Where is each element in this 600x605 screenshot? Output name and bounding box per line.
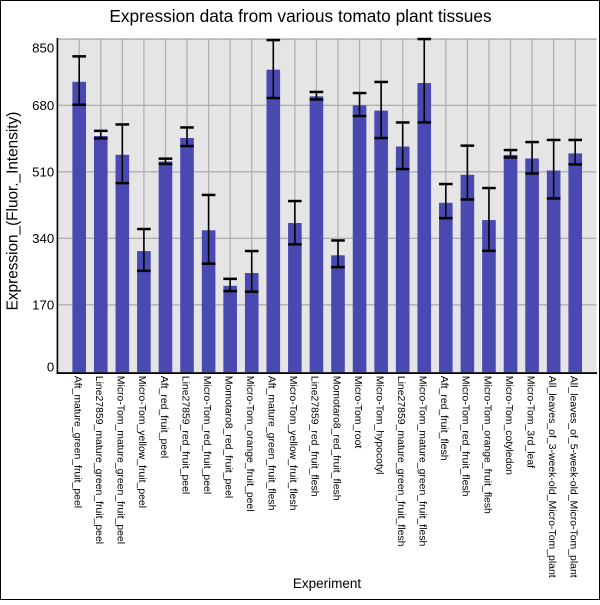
svg-text:Micro-Tom_yellow_fruit_flesh: Micro-Tom_yellow_fruit_flesh [287, 376, 298, 511]
svg-text:Line27859_mature_green_fruit_p: Line27859_mature_green_fruit_peel [93, 376, 104, 544]
svg-text:Line27859_mature_green_fruit_f: Line27859_mature_green_fruit_flesh [395, 376, 406, 547]
svg-text:Line27859_red_fruit_flesh: Line27859_red_fruit_flesh [309, 376, 320, 497]
svg-text:340: 340 [32, 231, 54, 246]
svg-text:Micro-Tom_red_fruit_peel: Micro-Tom_red_fruit_peel [201, 376, 212, 494]
svg-text:Line27859_red_fruit_peel: Line27859_red_fruit_peel [179, 376, 190, 494]
svg-text:Aft_mature_green_fruit_flesh: Aft_mature_green_fruit_flesh [266, 376, 277, 511]
svg-text:510: 510 [32, 165, 54, 180]
svg-text:Expression data from various t: Expression data from various tomato plan… [109, 6, 492, 26]
svg-text:Momotaro8_red_fruit_peel: Momotaro8_red_fruit_peel [222, 376, 233, 498]
svg-text:Micro-Tom_mature_green_fruit_p: Micro-Tom_mature_green_fruit_peel [115, 376, 126, 544]
svg-text:Micro-Tom_orange_fruit_peel: Micro-Tom_orange_fruit_peel [244, 376, 255, 512]
svg-text:Micro-Tom_hypocotyl: Micro-Tom_hypocotyl [373, 376, 384, 475]
svg-text:Micro-Tom_yellow_fruit_peel: Micro-Tom_yellow_fruit_peel [136, 376, 147, 508]
svg-text:Aft_red_fruit_flesh: Aft_red_fruit_flesh [438, 376, 449, 461]
svg-text:Micro-Tom_root: Micro-Tom_root [352, 376, 363, 449]
svg-text:Experiment: Experiment [293, 576, 362, 591]
svg-text:All_leaves_of_3-week-old_Micro: All_leaves_of_3-week-old_Micro-Tom_plant [546, 376, 557, 578]
svg-text:Expression_(Fluor._Intensity): Expression_(Fluor._Intensity) [4, 112, 21, 311]
svg-text:850: 850 [32, 40, 54, 55]
svg-text:Micro-Tom_3rd_leaf: Micro-Tom_3rd_leaf [524, 376, 535, 468]
svg-text:170: 170 [32, 298, 54, 313]
svg-text:Micro-Tom_mature_green_fruit_f: Micro-Tom_mature_green_fruit_flesh [417, 376, 428, 547]
svg-text:All_leaves_of_5-week-old_Micro: All_leaves_of_5-week-old_Micro-Tom_plant [568, 376, 579, 578]
svg-text:Micro-Tom_red_fruit_flesh: Micro-Tom_red_fruit_flesh [460, 376, 471, 497]
svg-text:680: 680 [32, 98, 54, 113]
svg-text:Aft_mature_green_fruit_peel: Aft_mature_green_fruit_peel [72, 376, 83, 508]
svg-text:Micro-Tom_orange_fruit_flesh: Micro-Tom_orange_fruit_flesh [481, 376, 492, 514]
svg-text:Micro-Tom_cotyledon: Micro-Tom_cotyledon [503, 376, 514, 475]
svg-text:0: 0 [47, 359, 54, 374]
svg-text:Aft_red_fruit_peel: Aft_red_fruit_peel [158, 376, 169, 458]
svg-text:Momotaro8_red_fruit_flesh: Momotaro8_red_fruit_flesh [330, 376, 341, 501]
